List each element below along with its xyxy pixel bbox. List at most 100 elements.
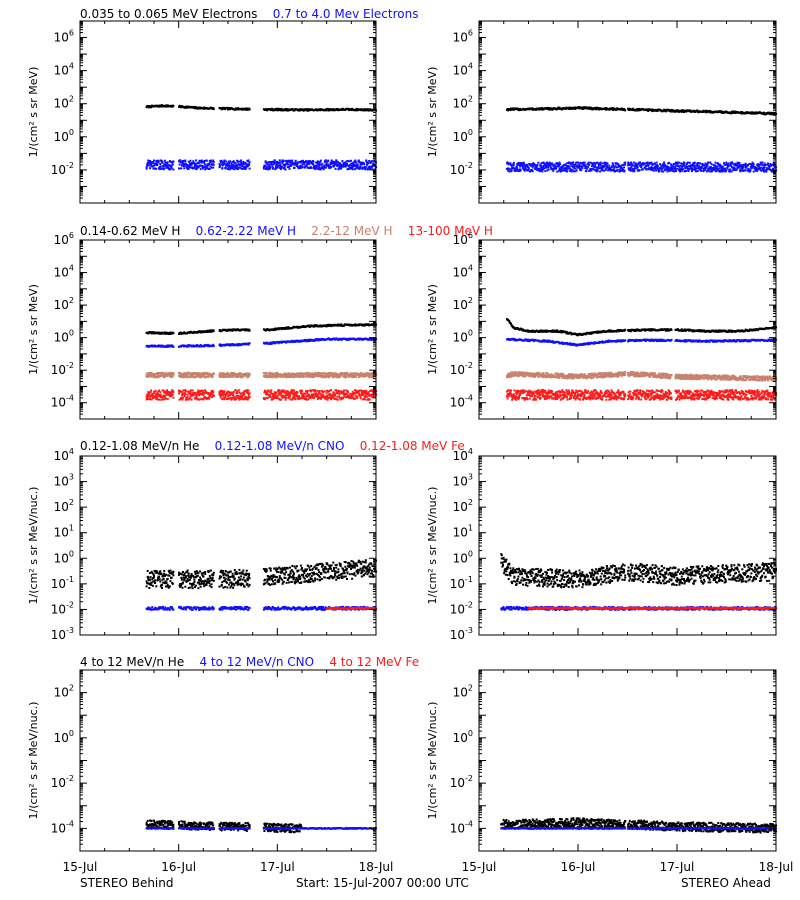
y-tick-mantissa: 10 — [450, 163, 465, 177]
data-point — [565, 164, 568, 167]
data-point — [585, 170, 588, 173]
data-point — [339, 165, 342, 168]
data-point — [307, 162, 310, 165]
data-point — [268, 164, 271, 167]
data-point — [283, 165, 286, 168]
data-point — [180, 106, 183, 109]
y-tick-label: 106 — [54, 29, 74, 45]
data-point — [274, 165, 277, 168]
data-point — [740, 166, 743, 169]
data-point — [609, 166, 612, 169]
data-series-2 — [506, 161, 777, 173]
data-point — [194, 164, 197, 167]
data-point — [286, 161, 289, 164]
data-point — [205, 159, 208, 162]
data-point — [597, 162, 600, 165]
data-point — [166, 344, 169, 347]
data-point — [203, 165, 206, 168]
data-point — [155, 376, 158, 379]
y-tick-mantissa: 10 — [54, 64, 69, 78]
data-point — [737, 162, 740, 165]
data-point — [161, 372, 163, 375]
data-point — [179, 167, 182, 170]
data-point — [312, 160, 315, 163]
data-point — [684, 165, 687, 168]
data-point — [744, 169, 747, 172]
data-point — [168, 371, 171, 374]
y-tick-mantissa: 10 — [54, 31, 69, 45]
data-point — [276, 166, 279, 169]
data-point — [639, 161, 642, 164]
data-point — [596, 161, 599, 164]
data-point — [512, 108, 515, 111]
data-point — [232, 393, 235, 396]
data-series-2 — [145, 159, 377, 171]
data-point — [632, 161, 635, 164]
data-point — [760, 166, 763, 169]
data-point — [287, 166, 290, 168]
data-series-1 — [145, 323, 377, 335]
data-point — [705, 109, 708, 112]
data-point — [537, 161, 540, 164]
data-point — [558, 169, 560, 172]
data-point — [760, 163, 763, 166]
data-point — [673, 166, 676, 169]
data-point — [248, 342, 251, 345]
y-tick-label: 10-2 — [450, 161, 473, 177]
data-point — [351, 164, 354, 167]
legend-entry: 2.2-12 MeV H — [296, 224, 393, 238]
data-point — [283, 391, 286, 394]
data-point — [757, 163, 760, 166]
data-point — [677, 109, 680, 112]
data-point — [227, 107, 230, 110]
data-point — [164, 161, 167, 163]
data-point — [208, 168, 211, 170]
data-point — [584, 167, 587, 170]
data-point — [285, 159, 288, 162]
data-point — [155, 159, 158, 162]
data-point — [165, 104, 167, 107]
data-point — [705, 166, 708, 168]
data-point — [248, 167, 251, 170]
data-point — [578, 107, 581, 110]
data-point — [178, 392, 180, 395]
data-point — [629, 167, 632, 170]
data-point — [538, 167, 541, 170]
data-point — [691, 164, 694, 167]
data-point — [202, 389, 204, 392]
y-tick-exponent: 6 — [69, 29, 74, 38]
data-point — [564, 107, 567, 110]
data-point — [708, 110, 711, 113]
data-point — [363, 109, 365, 112]
data-point — [335, 160, 338, 163]
data-point — [293, 109, 296, 112]
data-point — [231, 163, 233, 166]
data-point — [298, 395, 301, 398]
data-point — [727, 165, 730, 168]
data-point — [165, 372, 168, 375]
data-point — [305, 165, 308, 167]
data-point — [145, 106, 148, 109]
data-point — [598, 167, 601, 170]
y-tick-label: 100 — [54, 128, 74, 144]
data-point — [296, 162, 299, 165]
data-point — [184, 160, 187, 163]
data-point — [563, 164, 566, 166]
data-point — [660, 170, 663, 173]
data-point — [279, 161, 282, 164]
data-point — [235, 167, 237, 170]
data-point — [610, 168, 613, 171]
data-point — [162, 165, 165, 167]
data-point — [329, 161, 332, 164]
data-point — [330, 163, 332, 165]
data-point — [617, 165, 620, 168]
data-point — [668, 110, 671, 113]
data-point — [567, 107, 570, 110]
data-point — [276, 160, 278, 163]
data-point — [720, 111, 723, 114]
data-point — [540, 162, 543, 164]
data-point — [186, 374, 189, 377]
data-point — [673, 170, 676, 173]
data-point — [220, 107, 223, 109]
data-point — [315, 166, 318, 169]
